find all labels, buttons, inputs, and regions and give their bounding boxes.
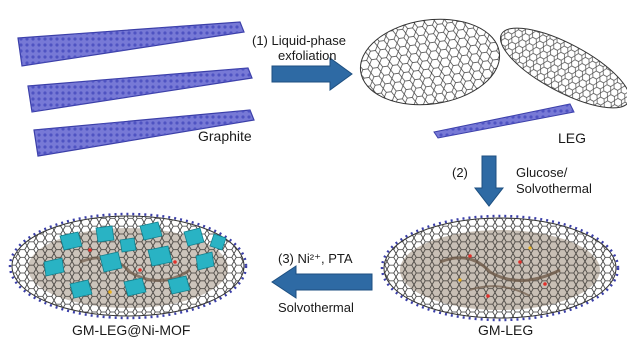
step1-line2: exfoliation (278, 48, 337, 63)
leg-sheets (359, 18, 627, 139)
graphite-sheet-bottom (33, 109, 255, 157)
gm-leg-ni-mof-structure (8, 212, 248, 320)
arrow-step-2 (473, 155, 505, 207)
step3-line1: (3) Ni²⁺, PTA (278, 251, 353, 266)
graphite-sheet-top (17, 21, 245, 67)
leg-sheet-tilted (499, 27, 627, 109)
arrow-step-3 (271, 265, 373, 299)
gm-leg-structure (380, 214, 620, 322)
gm-leg-label: GM-LEG (478, 322, 534, 338)
step2-number: (2) (452, 165, 468, 180)
arrow-step-1 (271, 57, 353, 91)
leg-sheet-large (359, 18, 501, 106)
step1-line1: (1) Liquid-phase (252, 33, 346, 48)
graphite-stack (17, 21, 255, 157)
leg-label: LEG (558, 130, 587, 146)
step2-line2: Solvothermal (516, 181, 592, 196)
gm-leg-ni-mof-label: GM-LEG@Ni-MOF (72, 322, 191, 338)
step3-line2: Solvothermal (278, 300, 354, 315)
leg-sheet-flat (433, 103, 575, 139)
graphite-sheet-middle (27, 67, 253, 113)
graphite-label: Graphite (198, 128, 252, 144)
mof-crystals (43, 221, 227, 299)
step2-line1: Glucose/ (516, 165, 568, 180)
